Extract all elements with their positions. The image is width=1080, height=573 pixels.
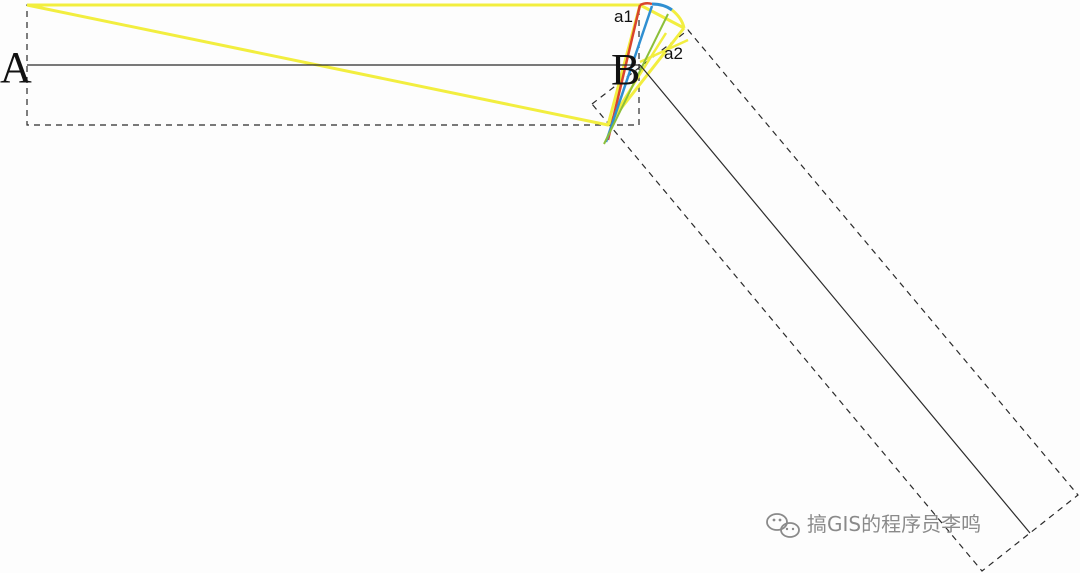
ray-blue (604, 5, 654, 143)
ray-green (603, 13, 669, 145)
watermark: 搞GIS的程序员李鸣 (766, 512, 981, 538)
angle-arc-a1-red (639, 1, 653, 7)
point-b-label: B (611, 45, 640, 94)
offset-line-b-upper (639, 3, 685, 30)
watermark-text: 搞GIS的程序员李鸣 (807, 512, 981, 536)
wechat-icon (766, 513, 800, 538)
centerline-bc (639, 64, 1031, 534)
angle-a1-label: a1 (614, 7, 633, 26)
offset-line-a2-short (639, 38, 689, 64)
angle-a2-label: a2 (664, 44, 683, 63)
angle-arc-a2-yellow (671, 8, 686, 29)
point-a-label: A (0, 43, 32, 92)
segment-bc-buffer-outline (591, 29, 1079, 572)
angle-arc-blue (651, 2, 673, 12)
